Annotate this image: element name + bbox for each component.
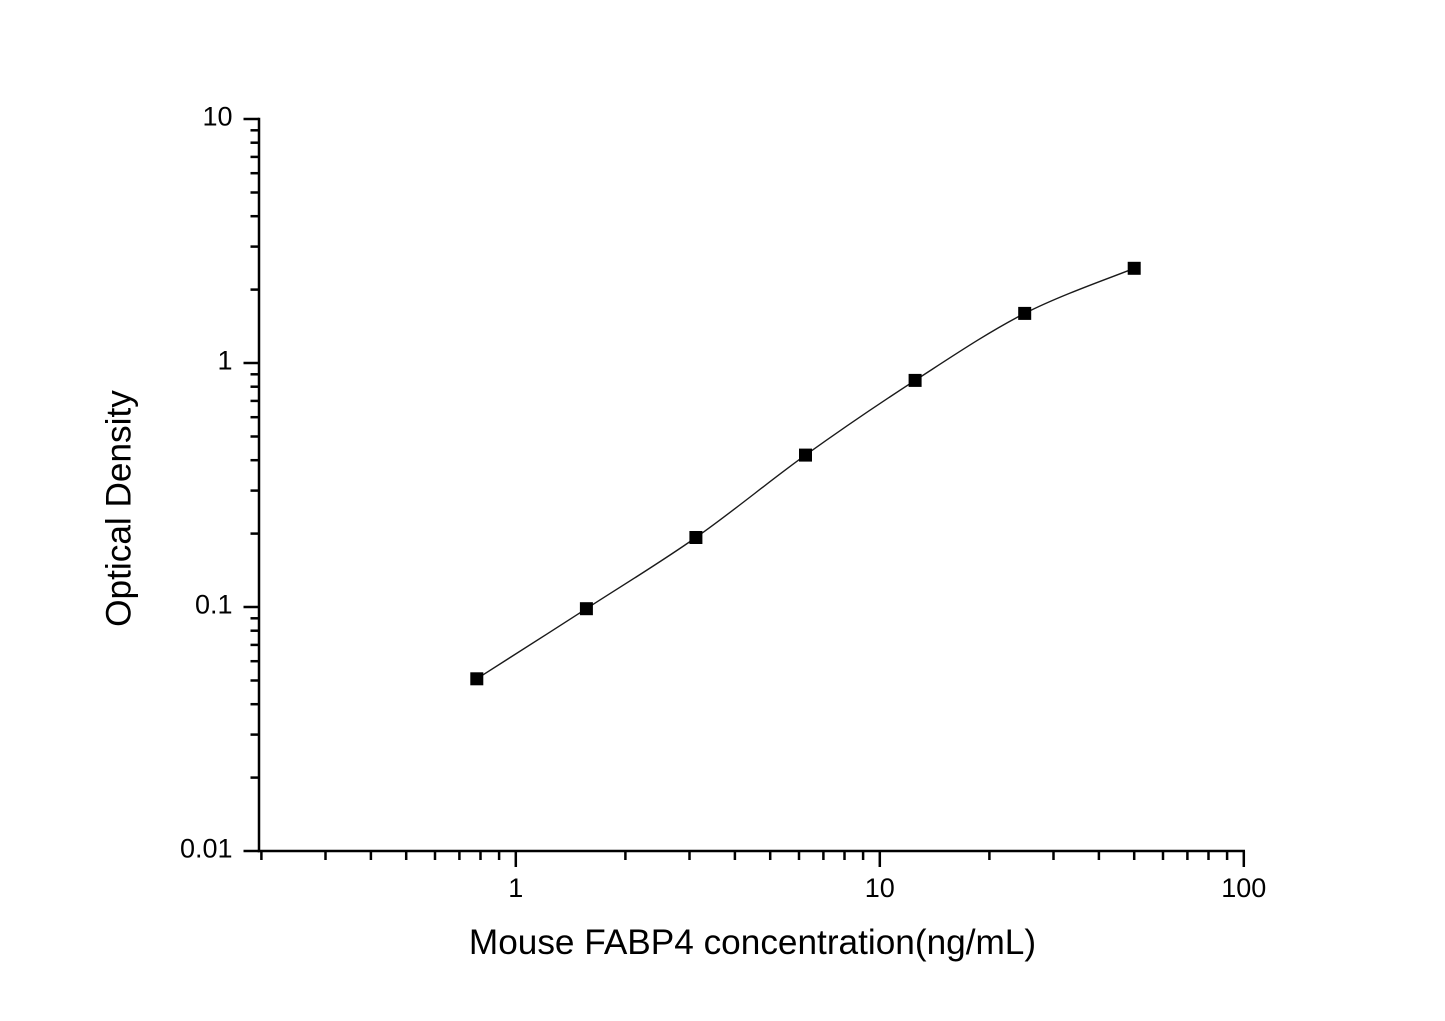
svg-text:100: 100	[1221, 873, 1266, 903]
svg-text:0.1: 0.1	[195, 590, 233, 620]
svg-text:10: 10	[865, 873, 895, 903]
svg-text:1: 1	[217, 346, 232, 376]
svg-text:Mouse FABP4 concentration(ng/m: Mouse FABP4 concentration(ng/mL)	[469, 923, 1036, 962]
svg-text:10: 10	[202, 102, 232, 132]
svg-text:0.01: 0.01	[180, 834, 233, 864]
svg-text:Optical Density: Optical Density	[100, 390, 139, 627]
svg-text:1: 1	[508, 873, 523, 903]
